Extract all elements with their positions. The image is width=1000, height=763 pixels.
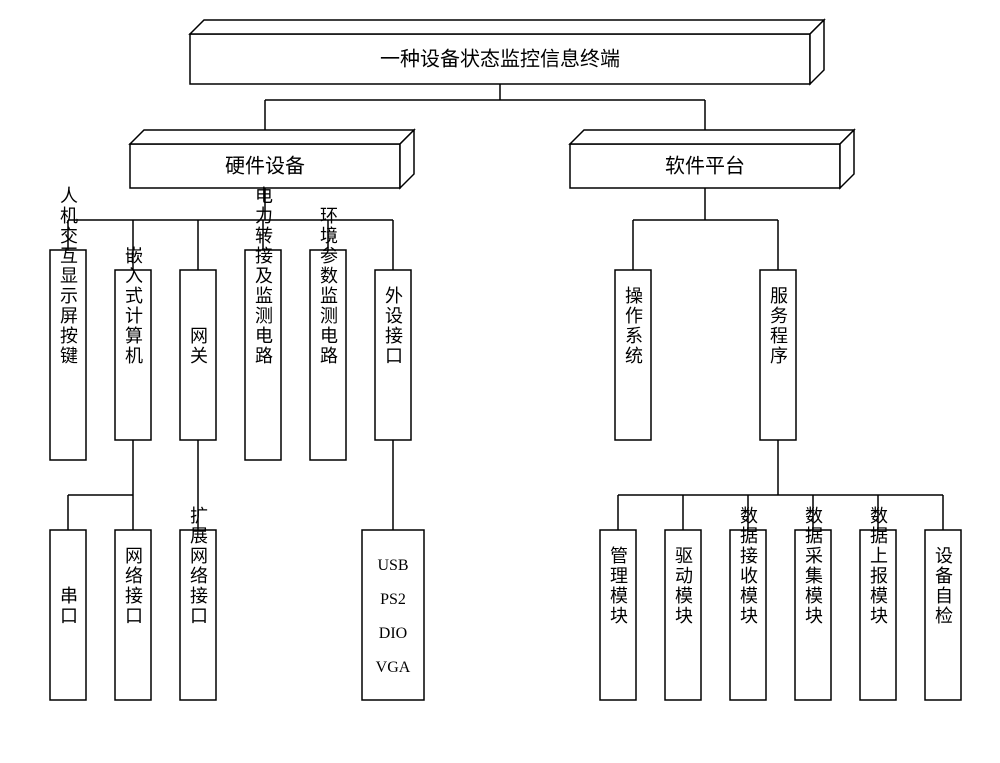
node-label: 驱动模块 [673,546,693,626]
node-label: 电力转接及监测电路 [253,186,273,366]
node-label: 网络接口 [123,546,143,626]
port-label: USB [377,557,408,574]
node-label: 串口 [58,586,78,626]
node-label: 外设接口 [383,286,403,366]
node-label: 网关 [188,326,208,366]
node-label: 服务程序 [768,286,788,366]
node-label: 操作系统 [623,286,643,366]
port-label: DIO [379,625,407,642]
node-label: 人机交互显示屏按键 [58,186,78,366]
port-label: PS2 [380,591,406,608]
node-label: 一种设备状态监控信息终端 [380,48,620,71]
node-label: 硬件设备 [225,155,305,178]
node-label: 设备自检 [933,546,953,626]
port-label: VGA [376,659,411,676]
diagram-canvas: 一种设备状态监控信息终端硬件设备软件平台人机交互显示屏按键嵌入式计算机网关电力转… [0,0,1000,763]
node-label: 软件平台 [665,155,745,178]
node-label: 管理模块 [608,546,628,626]
